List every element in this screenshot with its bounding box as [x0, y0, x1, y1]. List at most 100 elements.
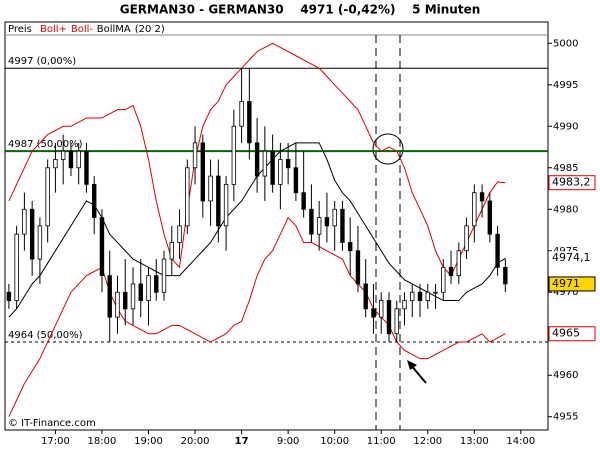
- candle-body: [324, 217, 330, 227]
- candle-body: [254, 142, 260, 177]
- candle-body: [92, 183, 97, 218]
- candle-body: [293, 167, 299, 194]
- candle-body: [464, 225, 469, 252]
- price-legend: Preis: [8, 24, 32, 35]
- candle-body: [84, 150, 89, 185]
- price-box: [548, 276, 596, 292]
- candle-body: [53, 159, 58, 169]
- candle-body: [262, 150, 268, 177]
- price-box: [548, 175, 596, 191]
- candle-body: [448, 266, 454, 277]
- candle-body: [479, 192, 485, 202]
- highlight-circle: [372, 133, 404, 165]
- y-tick-label: 4980: [553, 204, 578, 215]
- x-tick-label: 14:00: [506, 436, 535, 447]
- plot-frame: [4, 21, 549, 431]
- candle-body: [154, 275, 159, 293]
- x-tick-label: 20:00: [181, 436, 210, 447]
- legend-entry: Boll+: [40, 24, 67, 35]
- candle-body: [216, 175, 221, 227]
- candle-body: [433, 291, 438, 294]
- legend: Boll+ Boll- BollMA (20 2): [40, 24, 165, 35]
- candle-body: [76, 150, 81, 169]
- x-tick-label: 17: [235, 436, 249, 447]
- candle-body: [301, 192, 306, 210]
- candle-body: [115, 291, 120, 318]
- candle-body: [270, 150, 275, 185]
- candle-body: [247, 100, 252, 144]
- x-tick-label: 17:00: [41, 436, 70, 447]
- x-tick-label: 18:00: [88, 436, 117, 447]
- candle-body: [14, 233, 19, 301]
- candle-body: [169, 242, 174, 260]
- x-tick-label: 10:00: [320, 436, 349, 447]
- candle-body: [68, 150, 74, 169]
- level-label: 4964 (50,00%): [8, 330, 83, 341]
- chart-title: GERMAN30 - GERMAN30 4971 (-0,42%) 5 Minu…: [120, 3, 481, 17]
- band-line: [8, 216, 506, 417]
- watermark: © IT-Finance.com: [8, 418, 96, 429]
- price-label: 4971: [552, 277, 580, 290]
- candle-body: [402, 300, 407, 310]
- level-label: 4987 (50,00%): [8, 139, 83, 150]
- candle-body: [146, 275, 151, 301]
- candle-body: [417, 291, 423, 301]
- candle-body: [386, 300, 392, 335]
- y-tick-label: 4995: [553, 80, 578, 91]
- candle-body: [99, 217, 105, 277]
- candle-body: [208, 175, 213, 202]
- candle-body: [60, 150, 66, 160]
- candle-body: [161, 258, 167, 293]
- x-tick-label: 9:00: [277, 436, 299, 447]
- candle-body: [123, 291, 128, 310]
- x-tick-label: 12:00: [413, 436, 442, 447]
- band-line: [8, 42, 506, 277]
- candle-body: [472, 192, 477, 227]
- candle-body: [185, 167, 190, 227]
- x-tick-label: 11:00: [367, 436, 396, 447]
- level-label: 4997 (0,00%): [8, 56, 76, 67]
- y-tick-label: 4985: [553, 163, 578, 174]
- y-tick-label: 5000: [553, 38, 578, 49]
- candle-body: [223, 183, 229, 227]
- candle-body: [410, 291, 415, 301]
- x-tick-label: 13:00: [460, 436, 489, 447]
- legend-params: (20 2): [135, 24, 165, 35]
- y-tick-label: 4970: [553, 287, 578, 298]
- candle-body: [371, 308, 376, 318]
- candle-body: [309, 208, 314, 235]
- price-label: 4974,1: [552, 251, 591, 264]
- candle-body: [107, 275, 112, 318]
- candle-body: [332, 208, 337, 227]
- candle-body: [285, 159, 291, 169]
- arrow-head: [407, 360, 417, 370]
- legend-entry: Boll-: [71, 24, 94, 35]
- candle-body: [503, 266, 508, 285]
- candle-body: [425, 291, 430, 301]
- candle-body: [22, 208, 27, 235]
- candle-body: [347, 242, 353, 252]
- candle-body: [45, 167, 50, 227]
- candle-body: [379, 300, 384, 318]
- candle-body: [394, 308, 399, 335]
- candle-body: [278, 159, 283, 185]
- candle-body: [29, 208, 35, 260]
- candle-body: [239, 100, 244, 127]
- legend-entry: BollMA: [97, 24, 131, 35]
- candle-body: [200, 142, 206, 202]
- price-label: 4983,2: [552, 176, 591, 189]
- y-tick-label: 4990: [553, 121, 578, 132]
- x-tick-label: 19:00: [134, 436, 163, 447]
- candle-body: [340, 208, 345, 243]
- candle-body: [355, 250, 361, 285]
- y-tick-label: 4955: [553, 412, 578, 423]
- candle-body: [37, 225, 43, 260]
- candle-body: [6, 291, 12, 301]
- candle-body: [192, 142, 198, 169]
- candle-body: [441, 266, 446, 293]
- candle-body: [487, 200, 493, 235]
- candle-body: [363, 283, 368, 310]
- candle-body: [316, 217, 322, 235]
- candle-body: [495, 233, 500, 268]
